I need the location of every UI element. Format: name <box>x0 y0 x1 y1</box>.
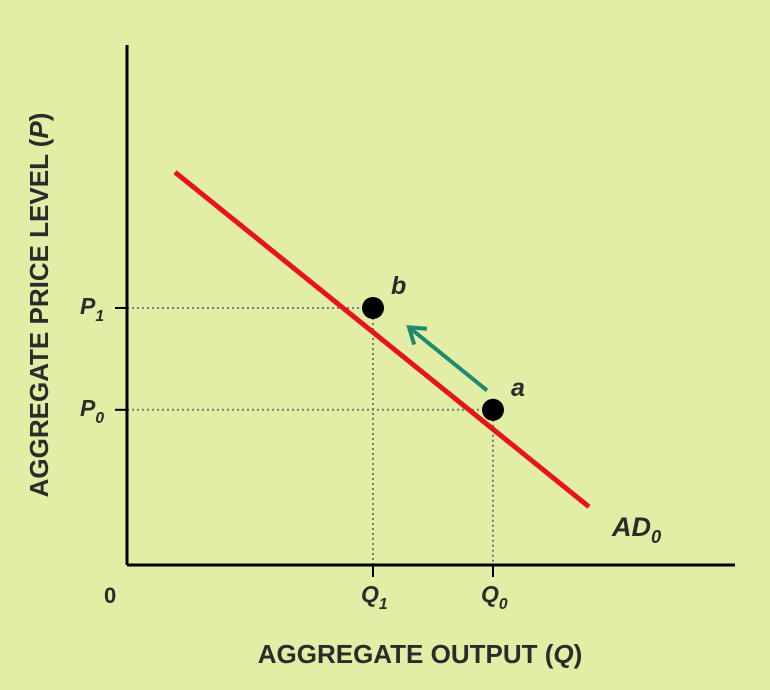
point-b <box>362 296 384 319</box>
series-label-ad0: AD0 <box>611 512 662 547</box>
guide-lines <box>127 306 494 565</box>
axis-label-part: ) <box>24 113 54 122</box>
equilibrium-points: ba <box>362 272 525 421</box>
x-tick-label-q1: Q1 <box>361 581 388 613</box>
series-line-ad0 <box>173 170 591 509</box>
series-name: AD <box>611 512 651 542</box>
y-tick-main: P <box>80 293 96 319</box>
x-tick-sub: 0 <box>499 596 508 613</box>
point-label-b: b <box>391 272 406 300</box>
axis-label-part: Q <box>553 639 573 669</box>
y-axis-label: AGGREGATE PRICE LEVEL (P) <box>24 113 54 498</box>
x-tick-main: Q <box>361 581 379 607</box>
series-layer <box>173 170 591 509</box>
x-ticks: Q1 Q0 <box>361 565 508 613</box>
y-tick-main: P <box>80 395 96 421</box>
y-tick-sub: 1 <box>95 308 104 325</box>
y-tick-label-p0: P0 <box>80 395 104 427</box>
movement-arrow <box>406 325 489 392</box>
x-axis-label: AGGREGATE OUTPUT (Q) <box>258 639 583 669</box>
y-tick-sub: 0 <box>95 410 104 427</box>
arrow-head <box>406 325 428 346</box>
point-a <box>482 398 504 421</box>
arrow-shaft <box>407 325 489 392</box>
x-tick-label-q0: Q0 <box>481 581 508 613</box>
axis-label-part: AGGREGATE OUTPUT ( <box>258 639 554 669</box>
axis-label-part: AGGREGATE PRICE LEVEL ( <box>24 138 54 497</box>
axis-label-part: P <box>24 121 54 139</box>
axis-label-part: ) <box>574 639 583 669</box>
point-label-a: a <box>511 374 525 402</box>
y-tick-label-p1: P1 <box>80 293 104 325</box>
x-tick-main: Q <box>481 581 499 607</box>
series-name-sub: 0 <box>651 526 662 547</box>
origin-label: 0 <box>104 583 116 608</box>
x-tick-sub: 1 <box>379 596 388 613</box>
